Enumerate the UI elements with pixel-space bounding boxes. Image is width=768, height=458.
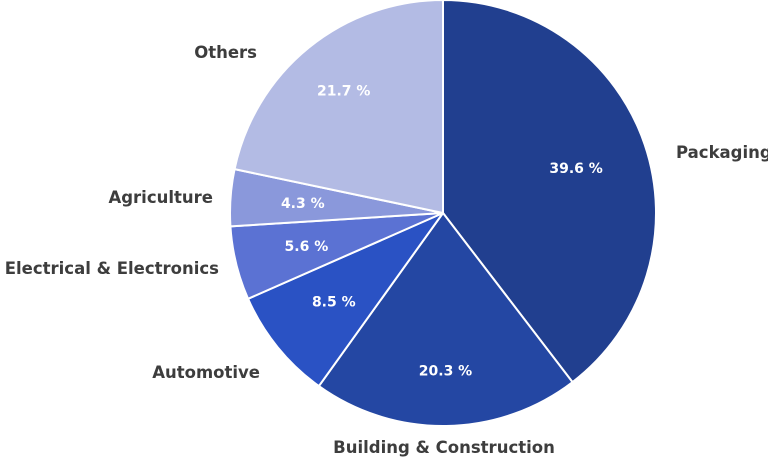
category-label: Others bbox=[194, 43, 257, 62]
percentage-label: 5.6 % bbox=[285, 239, 329, 255]
category-label: Packaging bbox=[676, 143, 768, 162]
percentage-label: 4.3 % bbox=[281, 196, 325, 212]
percentage-label: 21.7 % bbox=[317, 84, 370, 100]
category-label: Building & Construction bbox=[333, 438, 555, 457]
pie-slice-building-construction bbox=[317, 212, 574, 427]
category-label: Agriculture bbox=[108, 188, 213, 207]
percentage-label: 8.5 % bbox=[312, 295, 356, 311]
percentage-labels: 39.6 % 20.3 % 8.5 % 5.6 % 4.3 % 21.7 % bbox=[281, 84, 603, 380]
percentage-label: 20.3 % bbox=[419, 364, 472, 380]
category-labels: Packaging Building & Construction Automoti… bbox=[5, 43, 768, 457]
category-label: Electrical & Electronics bbox=[5, 259, 219, 278]
pie-slice-others bbox=[233, 0, 444, 214]
pie-slices bbox=[229, 0, 657, 427]
pie-slice-automotive bbox=[247, 212, 444, 388]
percentage-label: 39.6 % bbox=[549, 161, 602, 177]
category-label: Automotive bbox=[152, 363, 260, 382]
pie-slice-packaging bbox=[442, 0, 657, 384]
